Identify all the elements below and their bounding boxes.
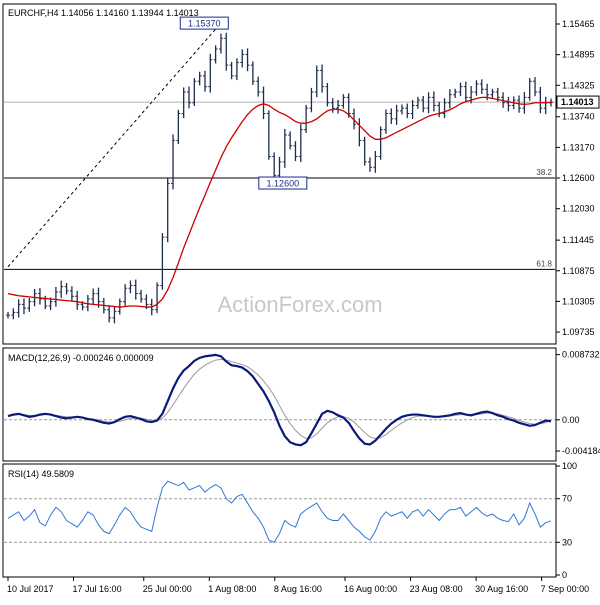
price-tick-label: 1.09735 [562,327,595,337]
x-tick-label: 16 Aug 00:00 [344,584,397,594]
rsi-lines [7,480,552,543]
price-tick-label: 1.13740 [562,112,595,122]
price-panel-frame [2,3,557,345]
rsi-panel: 100 70 30 0 RSI(14) 49.5809 [2,461,577,580]
x-tick-label: 7 Sep 00:00 [541,584,590,594]
moving-average [7,96,552,308]
price-panel: ActionForex.com 1.154651.148951.143251.1… [2,3,600,345]
macd-signal-line [7,358,552,439]
current-price-box [556,95,600,109]
annotation-label: 1.12600 [267,179,300,189]
price-tick-label: 1.12030 [562,204,595,214]
price-annotations: 1.15370 1.12600 [179,16,308,190]
fib-level-label: 38.2 [536,168,552,177]
price-tick-label: 1.14325 [562,80,595,90]
rsi-tick-label: 0 [562,570,567,580]
price-y-axis: 1.15465 1.14895 1.14325 1.13740 1.13170 1.126… [556,19,595,337]
price-tick-label: 1.10875 [562,266,595,276]
x-tick-label: 17 Jul 16:00 [73,584,122,594]
macd-tick-label: -0.004184 [562,446,600,456]
x-axis: 10 Jul 2017 17 Jul 16:00 25 Jul 00:00 1 Aug… [7,577,589,594]
macd-tick-label: 0.008732 [562,350,600,360]
x-tick-label: 8 Aug 16:00 [274,584,322,594]
fib-level-label: 61.8 [536,259,552,268]
rsi-tick-label: 30 [562,537,572,547]
macd-header: MACD(12,26,9) -0.000246 0.000009 [8,353,154,363]
macd-panel-frame [2,347,557,462]
price-tick-label: 1.15465 [562,19,595,29]
annotation-label: 1.15370 [188,19,221,29]
x-tick-label: 1 Aug 08:00 [208,584,256,594]
x-tick-label: 23 Aug 08:00 [410,584,463,594]
moving-average-line [7,96,552,308]
x-tick-label: 30 Aug 16:00 [475,584,528,594]
price-bars [6,32,553,324]
annotation-box [258,176,308,190]
trend-line [7,28,216,268]
rsi-y-axis: 100 70 30 0 [4,461,577,580]
rsi-line [7,480,552,543]
current-price-label: 1.14013 [561,97,594,107]
x-tick-label: 25 Jul 00:00 [143,584,192,594]
macd-tick-label: 0.00 [562,415,580,425]
price-tick-label: 1.10305 [562,296,595,306]
macd-panel: 0.008732 0.00 -0.004184 MACD(12,26,9) -0.0… [2,347,600,462]
rsi-panel-frame [2,463,557,578]
macd-lines [7,353,552,447]
x-tick-label: 10 Jul 2017 [7,584,54,594]
price-header: EURCHF,H4 1.14056 1.14160 1.13944 1.1401… [8,8,199,18]
price-tick-label: 1.12600 [562,173,595,183]
price-tick-label: 1.11445 [562,235,594,245]
watermark: ActionForex.com [217,292,382,317]
price-tick-label: 1.13170 [562,142,595,152]
price-tick-label: 1.14895 [562,50,595,60]
rsi-tick-label: 70 [562,494,572,504]
macd-line [7,353,552,447]
annotation-box [179,16,229,30]
rsi-header: RSI(14) 49.5809 [8,469,74,479]
rsi-tick-label: 100 [562,461,577,471]
